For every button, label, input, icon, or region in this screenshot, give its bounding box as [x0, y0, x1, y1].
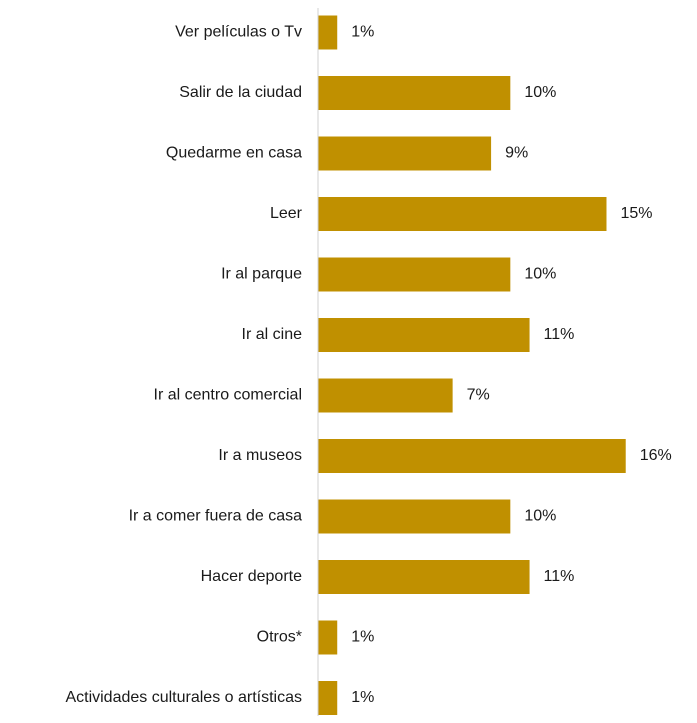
- bar: [318, 499, 511, 534]
- value-label: 10%: [524, 508, 556, 525]
- category-label: Ir al parque: [221, 266, 302, 283]
- bar: [318, 439, 626, 473]
- bar: [318, 257, 511, 292]
- bar: [318, 15, 338, 50]
- value-label: 15%: [620, 205, 652, 222]
- value-label: 9%: [505, 145, 528, 162]
- bar: [318, 681, 338, 715]
- category-label: Quedarme en casa: [166, 145, 302, 162]
- value-label: 11%: [544, 326, 575, 343]
- value-label: 11%: [544, 568, 575, 585]
- value-label: 16%: [640, 447, 672, 464]
- category-label: Ir a comer fuera de casa: [129, 508, 303, 525]
- value-label: 10%: [524, 266, 556, 283]
- category-label: Hacer deporte: [201, 568, 302, 585]
- bar: [318, 378, 453, 413]
- labels-layer: Ver películas o Tv 1% Salir de la ciudad 10…: [65, 24, 671, 707]
- value-label: 1%: [351, 629, 374, 646]
- bar: [318, 76, 511, 110]
- category-label: Leer: [270, 205, 303, 222]
- value-label: 7%: [467, 387, 490, 404]
- value-label: 1%: [351, 24, 374, 41]
- category-label: Ir a museos: [218, 447, 302, 464]
- category-label: Otros*: [257, 629, 302, 646]
- value-label: 1%: [351, 689, 374, 706]
- category-label: Ir al cine: [242, 326, 303, 343]
- category-label: Ver películas o Tv: [175, 24, 302, 41]
- bar: [318, 318, 530, 352]
- category-label: Salir de la ciudad: [179, 84, 302, 101]
- bar: [318, 197, 607, 231]
- value-label: 10%: [524, 84, 556, 101]
- bar: [318, 560, 530, 594]
- bar: [318, 620, 338, 655]
- bars-layer: [318, 15, 626, 715]
- bar: [318, 136, 492, 171]
- category-label: Actividades culturales o artísticas: [65, 689, 302, 706]
- category-label: Ir al centro comercial: [154, 387, 303, 404]
